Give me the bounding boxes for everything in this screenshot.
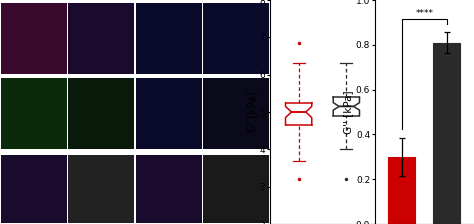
FancyBboxPatch shape xyxy=(136,155,202,223)
FancyBboxPatch shape xyxy=(68,78,134,149)
Polygon shape xyxy=(333,97,359,116)
FancyBboxPatch shape xyxy=(203,78,269,149)
FancyBboxPatch shape xyxy=(203,3,269,74)
FancyBboxPatch shape xyxy=(203,155,269,223)
FancyBboxPatch shape xyxy=(0,155,67,223)
Text: C: C xyxy=(241,0,251,3)
FancyBboxPatch shape xyxy=(0,78,67,149)
Y-axis label: G' [kPa]: G' [kPa] xyxy=(246,92,256,132)
FancyBboxPatch shape xyxy=(136,3,202,74)
Text: D: D xyxy=(350,0,362,3)
Bar xyxy=(434,43,461,224)
Y-axis label: G'' [kPa]: G'' [kPa] xyxy=(343,90,353,134)
Bar xyxy=(389,157,416,224)
Text: ****: **** xyxy=(416,9,434,18)
FancyBboxPatch shape xyxy=(0,3,67,74)
FancyBboxPatch shape xyxy=(136,78,202,149)
FancyBboxPatch shape xyxy=(68,155,134,223)
Polygon shape xyxy=(285,103,312,125)
FancyBboxPatch shape xyxy=(68,3,134,74)
